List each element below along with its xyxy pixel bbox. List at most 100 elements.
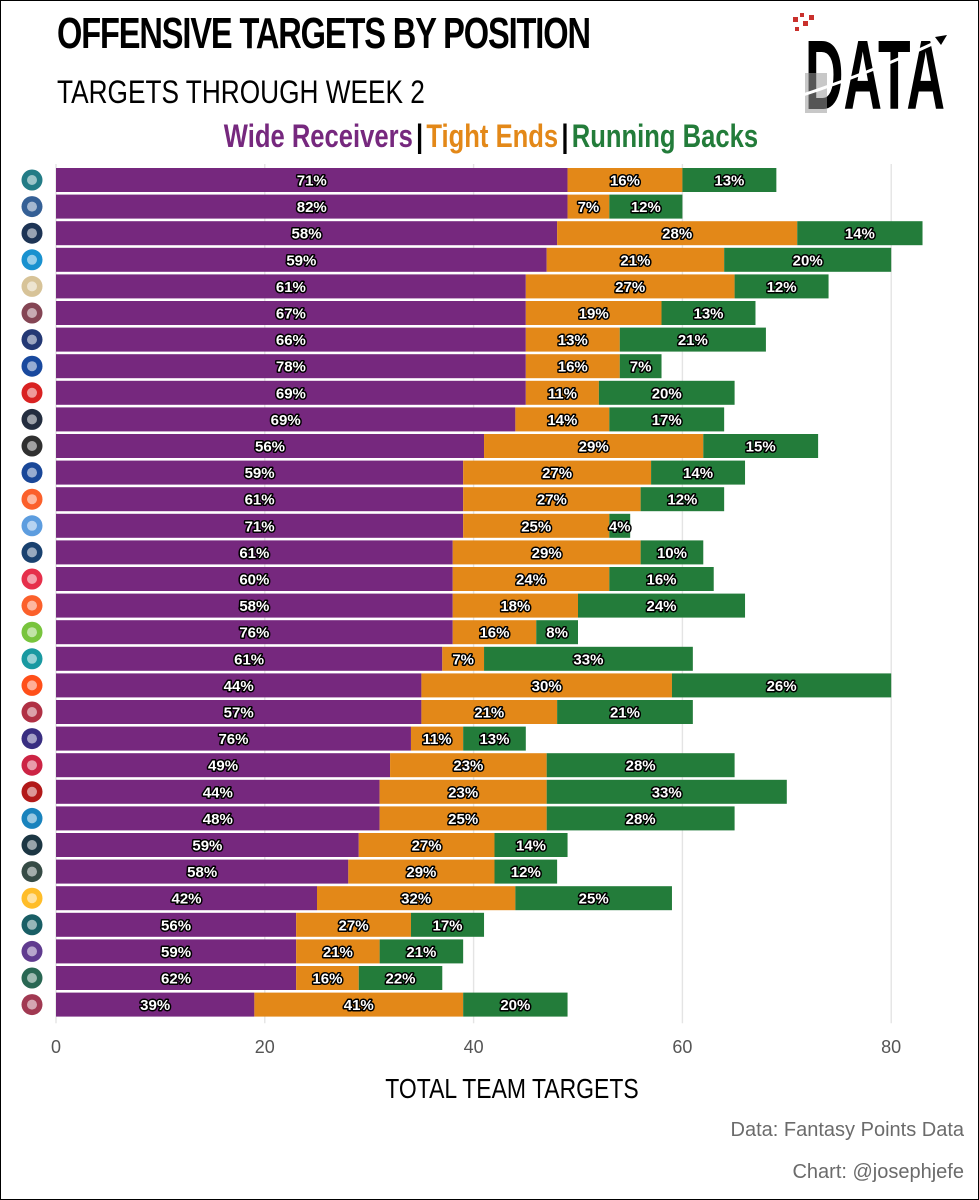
bar-jax-tight-ends	[567, 168, 683, 192]
bar-cle-running-backs	[671, 673, 892, 698]
bar-label: 29%	[532, 545, 562, 562]
bar-ne-tight-ends	[390, 753, 547, 778]
bar-label: 59%	[245, 465, 275, 482]
bar-label: 76%	[218, 731, 248, 748]
bar-label: 42%	[171, 891, 201, 908]
bar-label: 24%	[516, 572, 546, 589]
team-logo-lv-icon	[21, 435, 43, 457]
bar-sea-wide-receivers	[56, 620, 453, 645]
bar-pit-tight-ends	[317, 886, 516, 911]
bar-no-wide-receivers	[56, 274, 526, 299]
team-logo-jax-icon	[21, 169, 43, 191]
bar-label: 15%	[746, 439, 776, 456]
bar-jax-wide-receivers	[56, 168, 568, 192]
bar-label: 14%	[845, 226, 875, 243]
bar-label: 49%	[208, 758, 238, 775]
bar-label: 20%	[500, 997, 530, 1014]
bar-hou-running-backs	[494, 833, 568, 857]
bar-label: 58%	[187, 864, 217, 881]
bar-label: 32%	[401, 891, 431, 908]
bar-label: 61%	[276, 279, 306, 296]
bar-label: 25%	[521, 518, 551, 535]
bar-mia-wide-receivers	[56, 646, 443, 671]
team-logo-cle-icon	[21, 674, 43, 696]
bar-car-wide-receivers	[56, 247, 547, 272]
bar-hou-tight-ends	[358, 833, 495, 857]
bar-pit-wide-receivers	[56, 886, 317, 911]
bar-label: 14%	[683, 465, 713, 482]
bar-label: 8%	[546, 625, 568, 642]
bar-label: 22%	[386, 971, 416, 988]
bar-den-tight-ends	[452, 593, 578, 618]
team-logo-phi-icon	[21, 914, 43, 936]
team-logo-cin-icon	[21, 488, 43, 510]
bar-label: 44%	[203, 784, 233, 801]
bar-label: 62%	[161, 971, 191, 988]
bar-gb-running-backs	[494, 859, 558, 884]
chart-title: OFFENSIVE TARGETS BY POSITION	[57, 9, 591, 58]
bar-label: 23%	[448, 784, 478, 801]
bar-label: 7%	[578, 199, 600, 216]
bar-label: 23%	[453, 758, 483, 775]
bar-label: 67%	[276, 306, 306, 323]
bar-label: 57%	[224, 705, 254, 722]
bar-nyg-wide-receivers	[56, 327, 526, 352]
legend-separator: |	[415, 118, 423, 154]
bar-label: 27%	[615, 279, 645, 296]
bar-nyj-tight-ends	[296, 966, 359, 990]
team-logo-den-icon	[21, 595, 43, 617]
bar-car-tight-ends	[546, 247, 725, 272]
team-logo-bal-icon	[21, 728, 43, 750]
bar-label: 21%	[678, 332, 708, 349]
bar-label: 17%	[652, 412, 682, 429]
bar-ne-running-backs	[546, 753, 735, 778]
bar-bal-tight-ends	[410, 726, 464, 751]
bar-label: 61%	[245, 492, 275, 509]
team-logo-ari-icon	[21, 994, 43, 1016]
bar-label: 27%	[412, 838, 442, 855]
bar-buf-running-backs	[651, 460, 746, 485]
chart-subtitle: TARGETS THROUGH WEEK 2	[57, 74, 425, 110]
legend-wide-receivers: Wide Receivers	[223, 118, 413, 154]
bar-cin-wide-receivers	[56, 487, 464, 512]
bar-label: 61%	[234, 651, 264, 668]
bar-gb-wide-receivers	[56, 859, 349, 884]
bar-label: 58%	[239, 598, 269, 615]
bar-cle-wide-receivers	[56, 673, 422, 698]
bar-min-wide-receivers	[56, 939, 297, 964]
team-logo-kc-icon	[21, 568, 43, 590]
bar-ten-running-backs	[609, 513, 631, 538]
logo-pixel-dots	[793, 13, 814, 31]
bar-label: 7%	[630, 359, 652, 376]
bar-label: 28%	[626, 758, 656, 775]
bar-label: 24%	[647, 598, 677, 615]
x-tick-label: 20	[255, 1037, 275, 1057]
team-logo-nyj-icon	[21, 967, 43, 989]
stacked-bar-chart: 71% 16% 13% 82% 7% 12% 58% 28% 14% 59% 21% 20% 61% 27…	[21, 164, 923, 1105]
bar-dal-wide-receivers	[56, 221, 558, 246]
bar-label: 20%	[793, 252, 823, 269]
legend-running-backs: Running Backs	[571, 118, 758, 154]
bar-nyj-running-backs	[358, 966, 443, 990]
bar-label: 60%	[239, 572, 269, 589]
bar-ten-wide-receivers	[56, 513, 464, 538]
bar-label: 12%	[631, 199, 661, 216]
team-logo-mia-icon	[21, 648, 43, 670]
bar-min-running-backs	[379, 939, 464, 964]
bar-sf-wide-receivers	[56, 779, 380, 804]
bar-den-running-backs	[578, 593, 746, 618]
bar-phi-wide-receivers	[56, 912, 297, 937]
source-note: Data: Fantasy Points Data	[730, 1119, 964, 1141]
team-logo-sea-icon	[21, 621, 43, 643]
bar-label: 13%	[714, 173, 744, 190]
bar-label: 13%	[693, 306, 723, 323]
bar-label: 58%	[292, 226, 322, 243]
bar-kc-tight-ends	[452, 567, 610, 591]
bar-ari-tight-ends	[254, 992, 464, 1017]
bar-label: 66%	[276, 332, 306, 349]
bar-jax-running-backs	[682, 168, 777, 192]
bar-cin-running-backs	[640, 487, 725, 512]
bar-label: 12%	[511, 864, 541, 881]
bar-label: 21%	[323, 944, 353, 961]
bar-label: 16%	[558, 359, 588, 376]
